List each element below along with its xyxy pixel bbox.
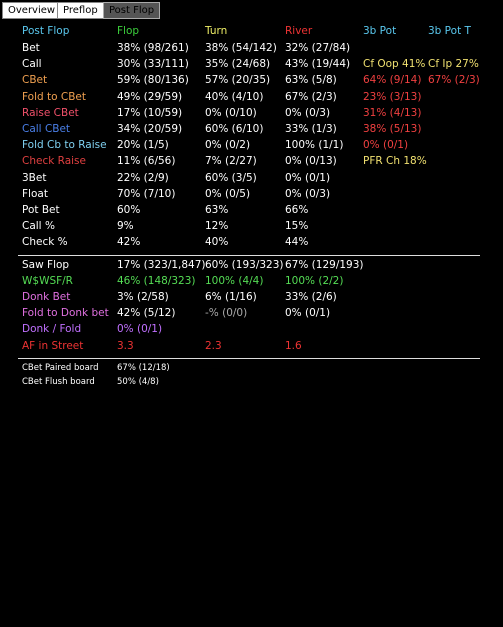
stat-value: 40%	[205, 236, 229, 249]
row-label: Bet	[22, 42, 40, 54]
stat-value: 70% (7/10)	[117, 187, 176, 200]
column-header: Turn	[205, 25, 228, 37]
tab[interactable]: Preflop	[57, 2, 104, 19]
stat-value: 60%	[117, 204, 141, 216]
stat-value: 11% (6/56)	[117, 155, 176, 168]
row-label: Saw Flop	[22, 258, 70, 271]
stat-value: Cf Oop 41%	[363, 58, 426, 71]
stat-value: 40% (4/10)	[205, 90, 264, 103]
row-label: Fold Cb to Raise	[22, 139, 107, 152]
stat-value: 22% (2/9)	[117, 171, 169, 184]
stat-value: 43% (19/44)	[285, 58, 351, 71]
stat-value: 60% (3/5)	[205, 171, 257, 184]
column-header: Flop	[117, 25, 140, 37]
stat-value: -% (0/0)	[205, 307, 248, 320]
stat-value: 38% (5/13)	[363, 123, 422, 135]
stat-value: 50% (4/8)	[117, 376, 159, 387]
stat-value: 60% (6/10)	[205, 123, 264, 135]
row-label: CBet	[22, 74, 48, 87]
stat-value: 32% (27/84)	[285, 42, 351, 54]
separator	[18, 254, 480, 256]
stat-value: 42%	[117, 236, 141, 249]
stat-value: 33% (2/6)	[285, 291, 337, 303]
stat-value: 7% (2/27)	[205, 155, 257, 168]
stat-value: 100% (1/1)	[285, 139, 344, 152]
stat-value: 38% (98/261)	[117, 42, 189, 54]
stat-value: 35% (24/68)	[205, 58, 271, 71]
stat-value: 20% (1/5)	[117, 139, 169, 152]
stat-value: 31% (4/13)	[363, 106, 422, 119]
row-label: Call	[22, 58, 42, 71]
stat-value: 34% (20/59)	[117, 123, 183, 135]
stat-value: PFR Ch 18%	[363, 155, 427, 168]
stat-value: 3.3	[117, 339, 134, 352]
stat-value: 100% (4/4)	[205, 274, 264, 287]
stat-value: 46% (148/323)	[117, 274, 196, 287]
row-label: Fold to Donk bet	[22, 307, 109, 320]
separator	[18, 357, 480, 359]
column-header: River	[285, 25, 313, 37]
stat-value: 64% (9/14)	[363, 74, 422, 87]
tab[interactable]: Overview	[2, 2, 62, 19]
stat-value: 12%	[205, 220, 229, 233]
stat-value: 67% (12/18)	[117, 362, 170, 373]
row-label: AF in Street	[22, 339, 84, 352]
stat-value: 63% (5/8)	[285, 74, 337, 87]
stat-value: 44%	[285, 236, 309, 249]
stat-value: 59% (80/136)	[117, 74, 189, 87]
stat-value: 67% (2/3)	[285, 90, 337, 103]
tab[interactable]: Post Flop	[103, 2, 161, 19]
stat-value: 49% (29/59)	[117, 90, 183, 103]
stat-value: 3% (2/58)	[117, 291, 169, 303]
row-label: Float	[22, 187, 48, 200]
row-label: Check %	[22, 236, 68, 249]
stat-value: 0% (0/3)	[285, 187, 331, 200]
row-label: Pot Bet	[22, 204, 60, 216]
stat-value: 2.3	[205, 339, 222, 352]
stat-value: 0% (0/1)	[363, 139, 409, 152]
row-label: Check Raise	[22, 155, 86, 168]
stat-value: 0% (0/3)	[285, 106, 331, 119]
row-label: Donk / Fold	[22, 323, 82, 336]
row-label: Donk Bet	[22, 291, 71, 303]
stat-value: 9%	[117, 220, 134, 233]
stat-value: 17% (10/59)	[117, 106, 183, 119]
stat-value: Cf Ip 27%	[428, 58, 479, 71]
stat-value: 30% (33/111)	[117, 58, 189, 71]
stat-value: 6% (1/16)	[205, 291, 257, 303]
stat-value: 0% (0/13)	[285, 155, 337, 168]
stat-value: 60% (193/323)	[205, 258, 284, 271]
stat-value: 66%	[285, 204, 309, 216]
row-label: W$WSF/R	[22, 274, 73, 287]
row-label: CBet Flush board	[22, 376, 95, 387]
row-label: Raise CBet	[22, 106, 79, 119]
row-label: Fold to CBet	[22, 90, 86, 103]
stat-value: 17% (323/1,847)	[117, 258, 206, 271]
stat-value: 0% (0/1)	[285, 307, 331, 320]
stat-value: 0% (0/2)	[205, 139, 251, 152]
stat-value: 42% (5/12)	[117, 307, 176, 320]
stat-value: 0% (0/10)	[205, 106, 257, 119]
stat-value: 63%	[205, 204, 229, 216]
column-header: Post Flop	[22, 25, 70, 37]
stat-value: 23% (3/13)	[363, 90, 422, 103]
stat-value: 0% (0/1)	[117, 323, 163, 336]
column-header: 3b Pot	[363, 25, 397, 37]
stat-value: 67% (2/3)	[428, 74, 480, 87]
stat-value: 0% (0/1)	[285, 171, 331, 184]
row-label: Call %	[22, 220, 55, 233]
row-label: Call CBet	[22, 123, 71, 135]
stat-value: 67% (129/193)	[285, 258, 364, 271]
stat-value: 0% (0/5)	[205, 187, 251, 200]
stat-value: 38% (54/142)	[205, 42, 277, 54]
stat-value: 15%	[285, 220, 309, 233]
column-header: 3b Pot T	[428, 25, 471, 37]
row-label: 3Bet	[22, 171, 47, 184]
stat-value: 57% (20/35)	[205, 74, 271, 87]
stat-value: 1.6	[285, 339, 302, 352]
row-label: CBet Paired board	[22, 362, 99, 373]
stat-value: 100% (2/2)	[285, 274, 344, 287]
stat-value: 33% (1/3)	[285, 123, 337, 135]
